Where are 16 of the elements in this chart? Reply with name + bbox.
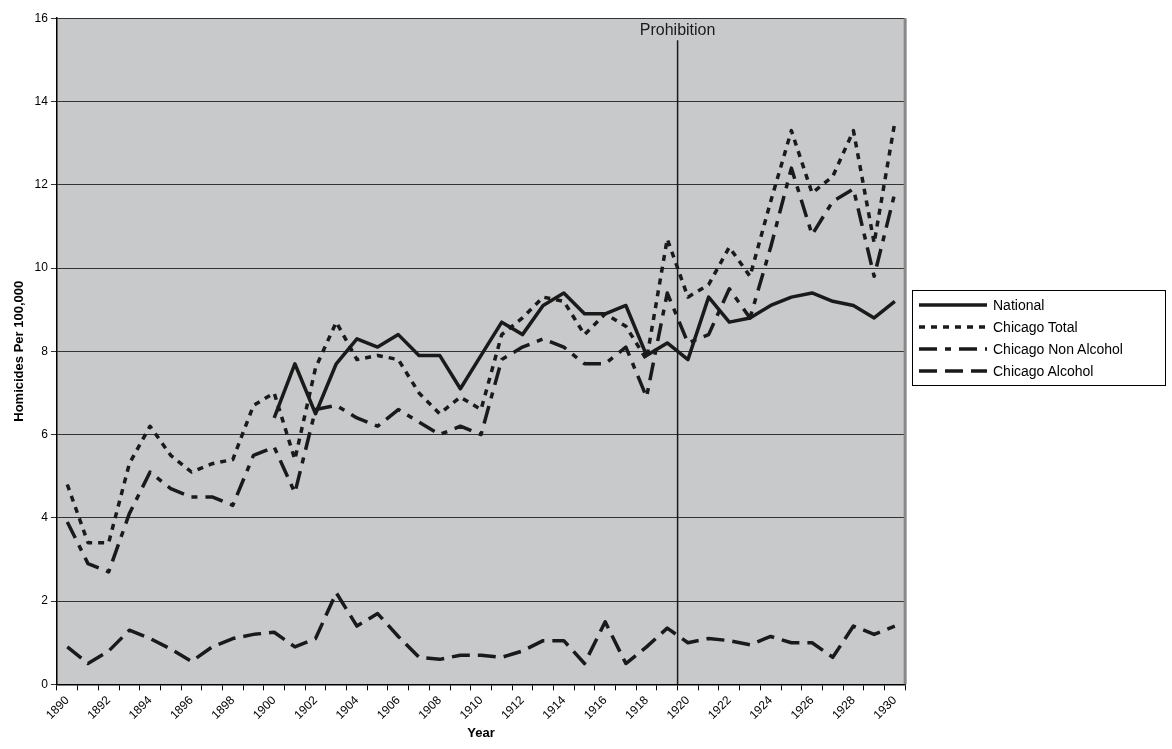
y-tick-label: 12 bbox=[34, 177, 49, 192]
y-tick-label: 14 bbox=[34, 93, 49, 108]
y-tick-label: 6 bbox=[41, 426, 49, 441]
y-tick-label: 4 bbox=[41, 510, 49, 525]
y-tick-label: 16 bbox=[34, 10, 49, 25]
legend-label: Chicago Alcohol bbox=[993, 363, 1094, 379]
x-axis-title: Year bbox=[467, 724, 495, 740]
y-tick-label: 0 bbox=[41, 676, 49, 691]
legend-label: Chicago Non Alcohol bbox=[993, 341, 1123, 357]
y-tick-label: 8 bbox=[41, 343, 49, 358]
legend-label: Chicago Total bbox=[993, 319, 1078, 335]
y-axis-title: Homicides Per 100,000 bbox=[11, 280, 27, 422]
y-tick-label: 2 bbox=[41, 593, 49, 608]
y-tick-label: 10 bbox=[34, 260, 49, 275]
ref-line-label: Prohibition bbox=[639, 20, 716, 38]
legend-label: National bbox=[993, 297, 1045, 313]
